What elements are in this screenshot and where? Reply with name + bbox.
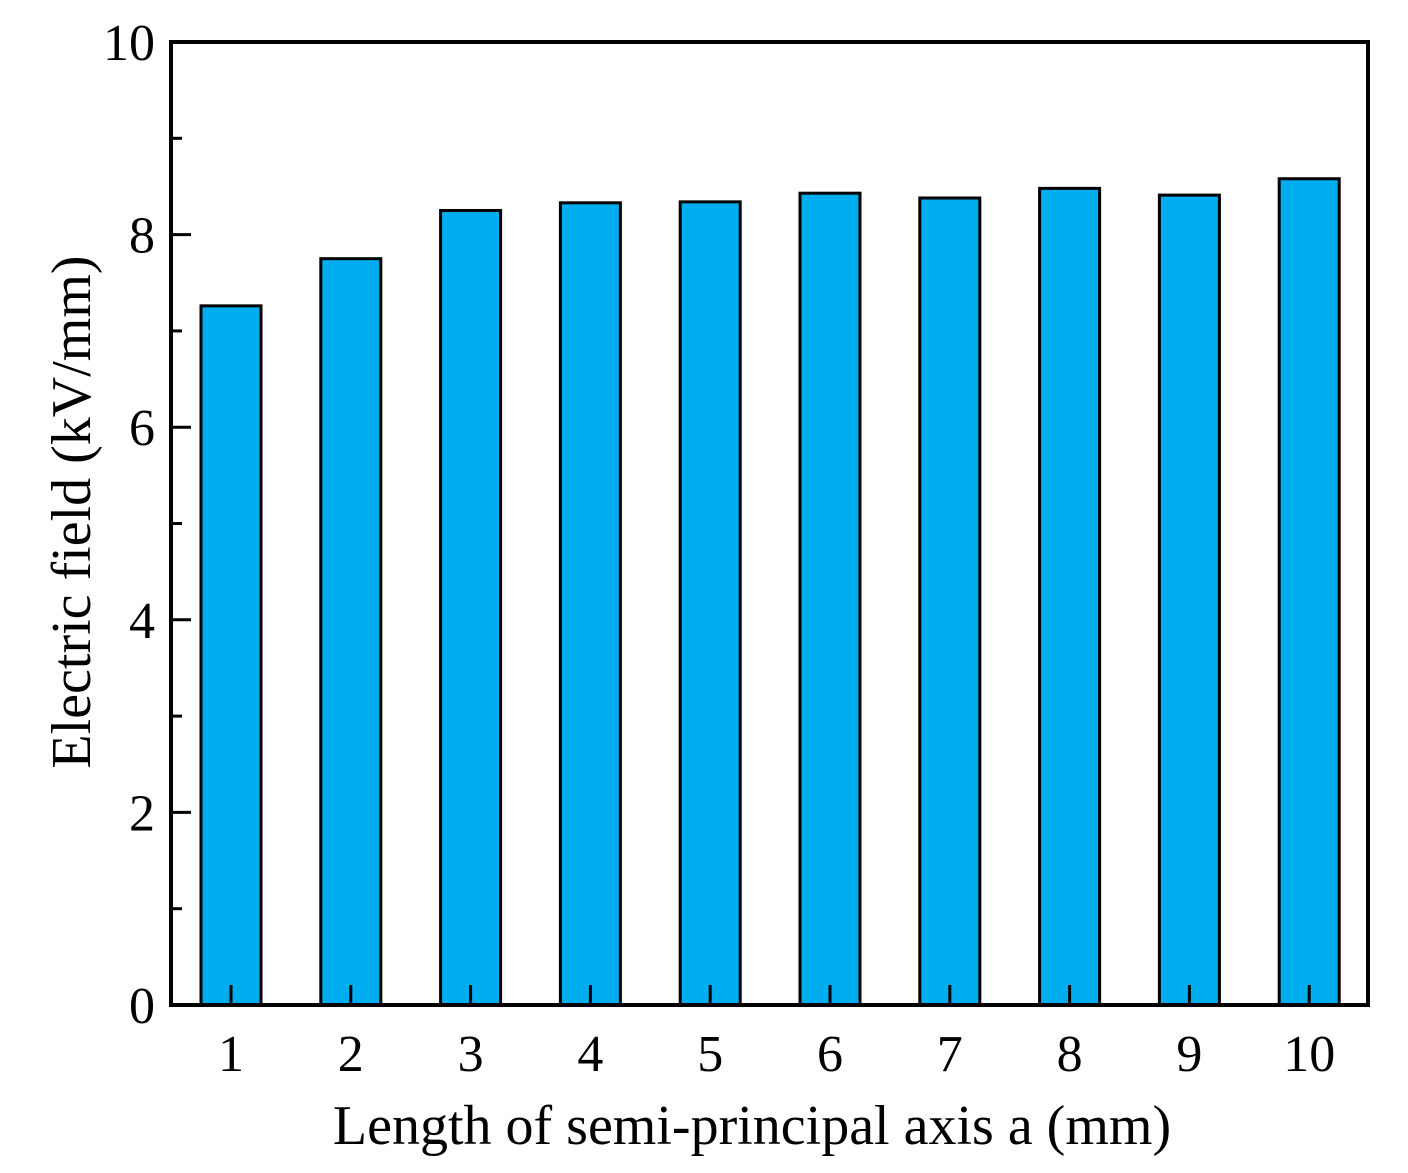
y-axis-label: Electric field (kV/mm) — [41, 255, 103, 768]
bars — [199, 177, 1341, 1007]
x-axis-label: Length of semi-principal axis a (mm) — [333, 1095, 1171, 1157]
plot-frame — [169, 40, 1370, 1007]
y-tick-label-2: 2 — [129, 785, 155, 842]
bar-7 — [918, 196, 982, 1007]
x-tick-label-3: 3 — [458, 1026, 484, 1083]
x-tick-label-5: 5 — [697, 1026, 723, 1083]
x-tick-label-1: 1 — [218, 1026, 244, 1083]
bar-9 — [1157, 193, 1221, 1007]
x-tick-label-4: 4 — [577, 1026, 603, 1083]
bar-8 — [1038, 186, 1102, 1007]
y-tick-label-6: 6 — [129, 400, 155, 457]
bar-2 — [319, 257, 383, 1007]
y-tick-label-4: 4 — [129, 593, 155, 650]
y-tick-label-0: 0 — [129, 978, 155, 1035]
y-tick-label-8: 8 — [129, 208, 155, 265]
x-tick-label-8: 8 — [1057, 1026, 1083, 1083]
x-tick-label-7: 7 — [937, 1026, 963, 1083]
x-tick-label-9: 9 — [1176, 1026, 1202, 1083]
bar-5 — [678, 200, 742, 1007]
x-tick-label-6: 6 — [817, 1026, 843, 1083]
bar-6 — [798, 191, 862, 1007]
x-tick-label-10: 10 — [1283, 1026, 1335, 1083]
bar-4 — [558, 201, 622, 1007]
y-tick-label-10: 10 — [103, 15, 155, 72]
bar-10 — [1277, 177, 1341, 1007]
bar-3 — [439, 209, 503, 1007]
bar-1 — [199, 304, 263, 1007]
x-tick-label-2: 2 — [338, 1026, 364, 1083]
